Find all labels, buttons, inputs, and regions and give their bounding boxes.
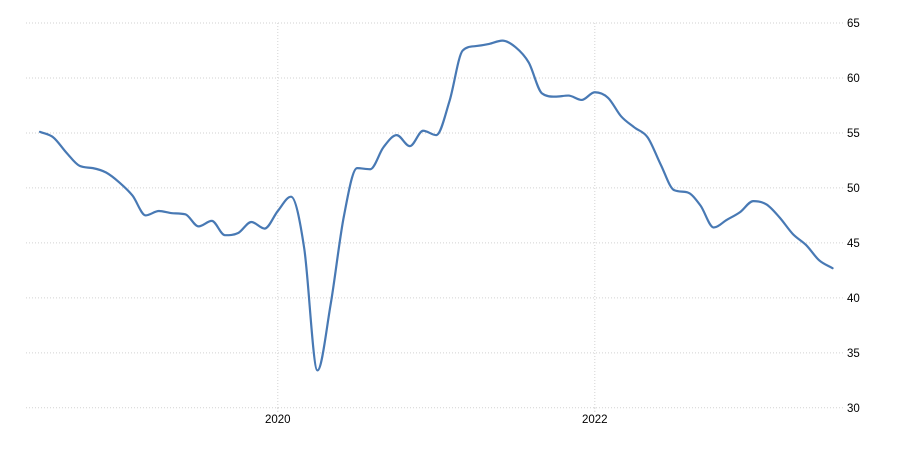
y-axis-tick-label: 35 <box>847 348 860 360</box>
x-axis-tick-label: 2022 <box>582 414 608 426</box>
y-axis-tick-label: 45 <box>847 238 860 250</box>
y-axis-tick-label: 55 <box>847 128 860 140</box>
y-axis-tick-label: 50 <box>847 183 860 195</box>
y-axis-tick-label: 30 <box>847 403 860 415</box>
y-axis-tick-label: 60 <box>847 73 860 85</box>
series-line <box>38 39 834 372</box>
y-axis-tick-label: 65 <box>847 18 860 30</box>
x-axis-tick-label: 2020 <box>265 414 291 426</box>
y-axis-tick-label: 40 <box>847 293 860 305</box>
